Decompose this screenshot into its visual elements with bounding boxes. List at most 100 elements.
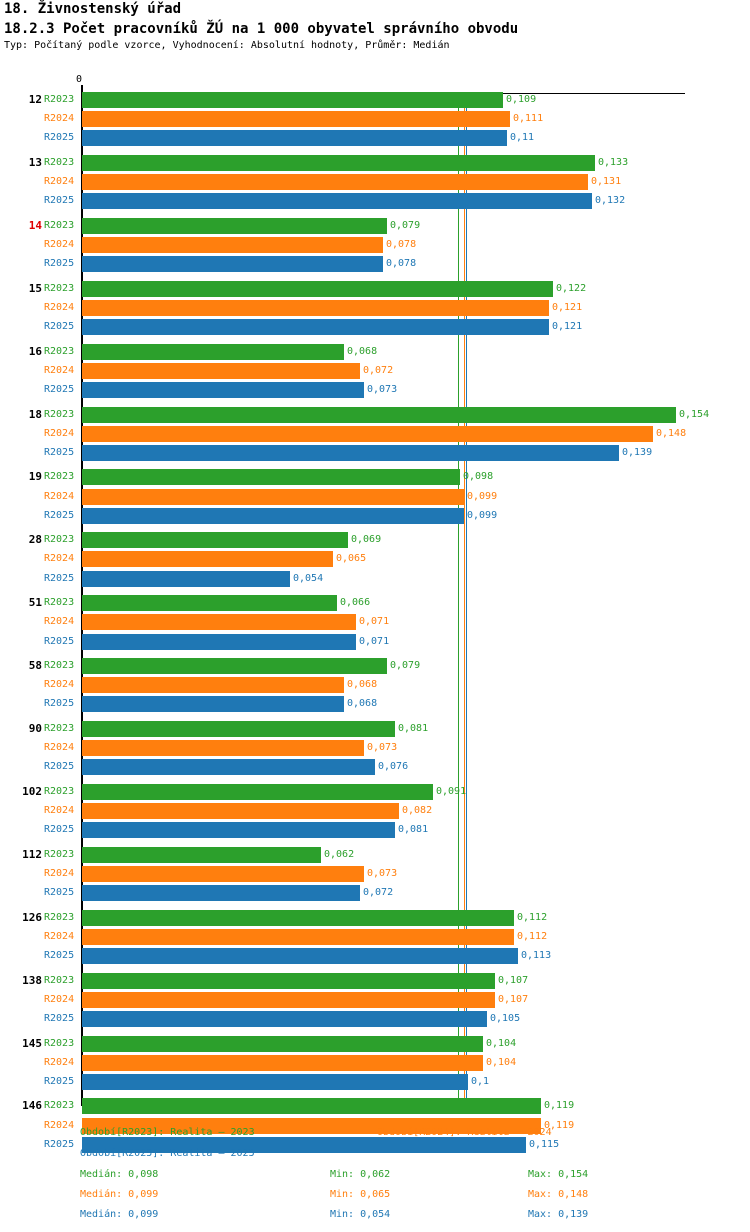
- series-label-r2025[interactable]: R2025: [44, 509, 75, 521]
- series-label-r2025[interactable]: R2025: [44, 887, 75, 899]
- series-label-r2023[interactable]: R2023: [44, 282, 75, 294]
- bar-r2025[interactable]: [82, 633, 356, 650]
- group-label-51[interactable]: 51: [28, 596, 42, 610]
- bar-r2024[interactable]: [82, 362, 360, 379]
- series-label-r2025[interactable]: R2025: [44, 1012, 75, 1024]
- bar-r2024[interactable]: [82, 1117, 541, 1134]
- series-label-r2024[interactable]: R2024: [44, 490, 75, 502]
- series-label-r2023[interactable]: R2023: [44, 94, 75, 105]
- series-label-r2023[interactable]: R2023: [44, 471, 75, 483]
- bar-r2025[interactable]: [82, 193, 592, 210]
- series-label-r2024[interactable]: R2024: [44, 805, 75, 817]
- series-label-r2024[interactable]: R2024: [44, 930, 75, 942]
- bar-r2024[interactable]: [82, 1054, 483, 1071]
- series-label-r2023[interactable]: R2023: [44, 660, 75, 672]
- bar-r2023[interactable]: [82, 846, 321, 863]
- series-label-r2024[interactable]: R2024: [44, 238, 75, 250]
- series-label-r2024[interactable]: R2024: [44, 1056, 75, 1068]
- group-label-146[interactable]: 146: [22, 1099, 42, 1113]
- series-label-r2025[interactable]: R2025: [44, 698, 75, 710]
- series-label-r2023[interactable]: R2023: [44, 1037, 75, 1049]
- group-label-145[interactable]: 145: [22, 1036, 42, 1050]
- series-label-r2023[interactable]: R2023: [44, 534, 75, 546]
- bar-r2023[interactable]: [82, 1035, 483, 1052]
- series-label-r2024[interactable]: R2024: [44, 301, 75, 313]
- series-label-r2023[interactable]: R2023: [44, 974, 75, 986]
- group-label-16[interactable]: 16: [28, 344, 42, 358]
- bar-r2025[interactable]: [82, 1136, 526, 1153]
- group-label-138[interactable]: 138: [22, 973, 42, 987]
- bar-r2023[interactable]: [82, 783, 433, 800]
- bar-r2023[interactable]: [82, 909, 514, 926]
- group-label-102[interactable]: 102: [22, 784, 42, 798]
- series-label-r2024[interactable]: R2024: [44, 364, 75, 376]
- bar-r2025[interactable]: [82, 822, 395, 839]
- bar-r2025[interactable]: [82, 885, 360, 902]
- bar-r2023[interactable]: [82, 595, 337, 612]
- series-label-r2025[interactable]: R2025: [44, 635, 75, 647]
- series-label-r2025[interactable]: R2025: [44, 824, 75, 836]
- group-label-18[interactable]: 18: [28, 407, 42, 421]
- bar-r2023[interactable]: [82, 92, 503, 108]
- bar-r2023[interactable]: [82, 658, 387, 675]
- series-label-r2025[interactable]: R2025: [44, 321, 75, 333]
- series-label-r2025[interactable]: R2025: [44, 195, 75, 207]
- group-label-12[interactable]: 12: [28, 93, 42, 106]
- bar-r2024[interactable]: [82, 174, 588, 191]
- bar-r2025[interactable]: [82, 696, 344, 713]
- bar-r2023[interactable]: [82, 972, 495, 989]
- series-label-r2024[interactable]: R2024: [44, 616, 75, 628]
- bar-r2024[interactable]: [82, 551, 333, 568]
- series-label-r2025[interactable]: R2025: [44, 572, 75, 584]
- series-label-r2025[interactable]: R2025: [44, 1138, 75, 1150]
- group-label-126[interactable]: 126: [22, 910, 42, 924]
- series-label-r2025[interactable]: R2025: [44, 132, 75, 144]
- bar-r2023[interactable]: [82, 721, 395, 737]
- bar-r2025[interactable]: [82, 381, 364, 398]
- bar-r2024[interactable]: [82, 425, 653, 442]
- bar-r2025[interactable]: [82, 444, 619, 461]
- series-label-r2024[interactable]: R2024: [44, 1119, 75, 1131]
- series-label-r2025[interactable]: R2025: [44, 950, 75, 962]
- bar-r2025[interactable]: [82, 948, 518, 965]
- bar-r2024[interactable]: [82, 488, 464, 505]
- bar-r2025[interactable]: [82, 759, 375, 776]
- series-label-r2023[interactable]: R2023: [44, 597, 75, 609]
- series-label-r2024[interactable]: R2024: [44, 176, 75, 188]
- series-label-r2023[interactable]: R2023: [44, 219, 75, 231]
- bar-r2025[interactable]: [82, 130, 507, 147]
- bar-r2025[interactable]: [82, 570, 290, 587]
- series-label-r2025[interactable]: R2025: [44, 1075, 75, 1087]
- bar-r2024[interactable]: [82, 740, 364, 757]
- group-label-28[interactable]: 28: [28, 533, 42, 547]
- series-label-r2024[interactable]: R2024: [44, 867, 75, 879]
- series-label-r2024[interactable]: R2024: [44, 427, 75, 439]
- bar-r2025[interactable]: [82, 507, 464, 524]
- series-label-r2025[interactable]: R2025: [44, 761, 75, 773]
- series-label-r2023[interactable]: R2023: [44, 785, 75, 797]
- series-label-r2023[interactable]: R2023: [44, 1100, 75, 1112]
- group-label-13[interactable]: 13: [28, 155, 42, 169]
- series-label-r2024[interactable]: R2024: [44, 742, 75, 754]
- bar-r2024[interactable]: [82, 299, 549, 316]
- bar-r2025[interactable]: [82, 319, 549, 336]
- bar-r2023[interactable]: [82, 469, 460, 486]
- bar-r2024[interactable]: [82, 677, 344, 694]
- series-label-r2024[interactable]: R2024: [44, 113, 75, 125]
- series-label-r2023[interactable]: R2023: [44, 911, 75, 923]
- bar-r2023[interactable]: [82, 406, 676, 423]
- group-label-15[interactable]: 15: [28, 281, 42, 295]
- bar-r2024[interactable]: [82, 865, 364, 882]
- series-label-r2024[interactable]: R2024: [44, 679, 75, 691]
- series-label-r2023[interactable]: R2023: [44, 345, 75, 357]
- bar-r2023[interactable]: [82, 217, 387, 234]
- group-label-14[interactable]: 14: [28, 218, 42, 232]
- series-label-r2025[interactable]: R2025: [44, 383, 75, 395]
- series-label-r2024[interactable]: R2024: [44, 553, 75, 565]
- series-label-r2023[interactable]: R2023: [44, 723, 75, 734]
- bar-r2023[interactable]: [82, 343, 344, 360]
- group-label-112[interactable]: 112: [22, 847, 42, 861]
- bar-r2023[interactable]: [82, 280, 553, 297]
- series-label-r2025[interactable]: R2025: [44, 446, 75, 458]
- group-label-19[interactable]: 19: [28, 470, 42, 484]
